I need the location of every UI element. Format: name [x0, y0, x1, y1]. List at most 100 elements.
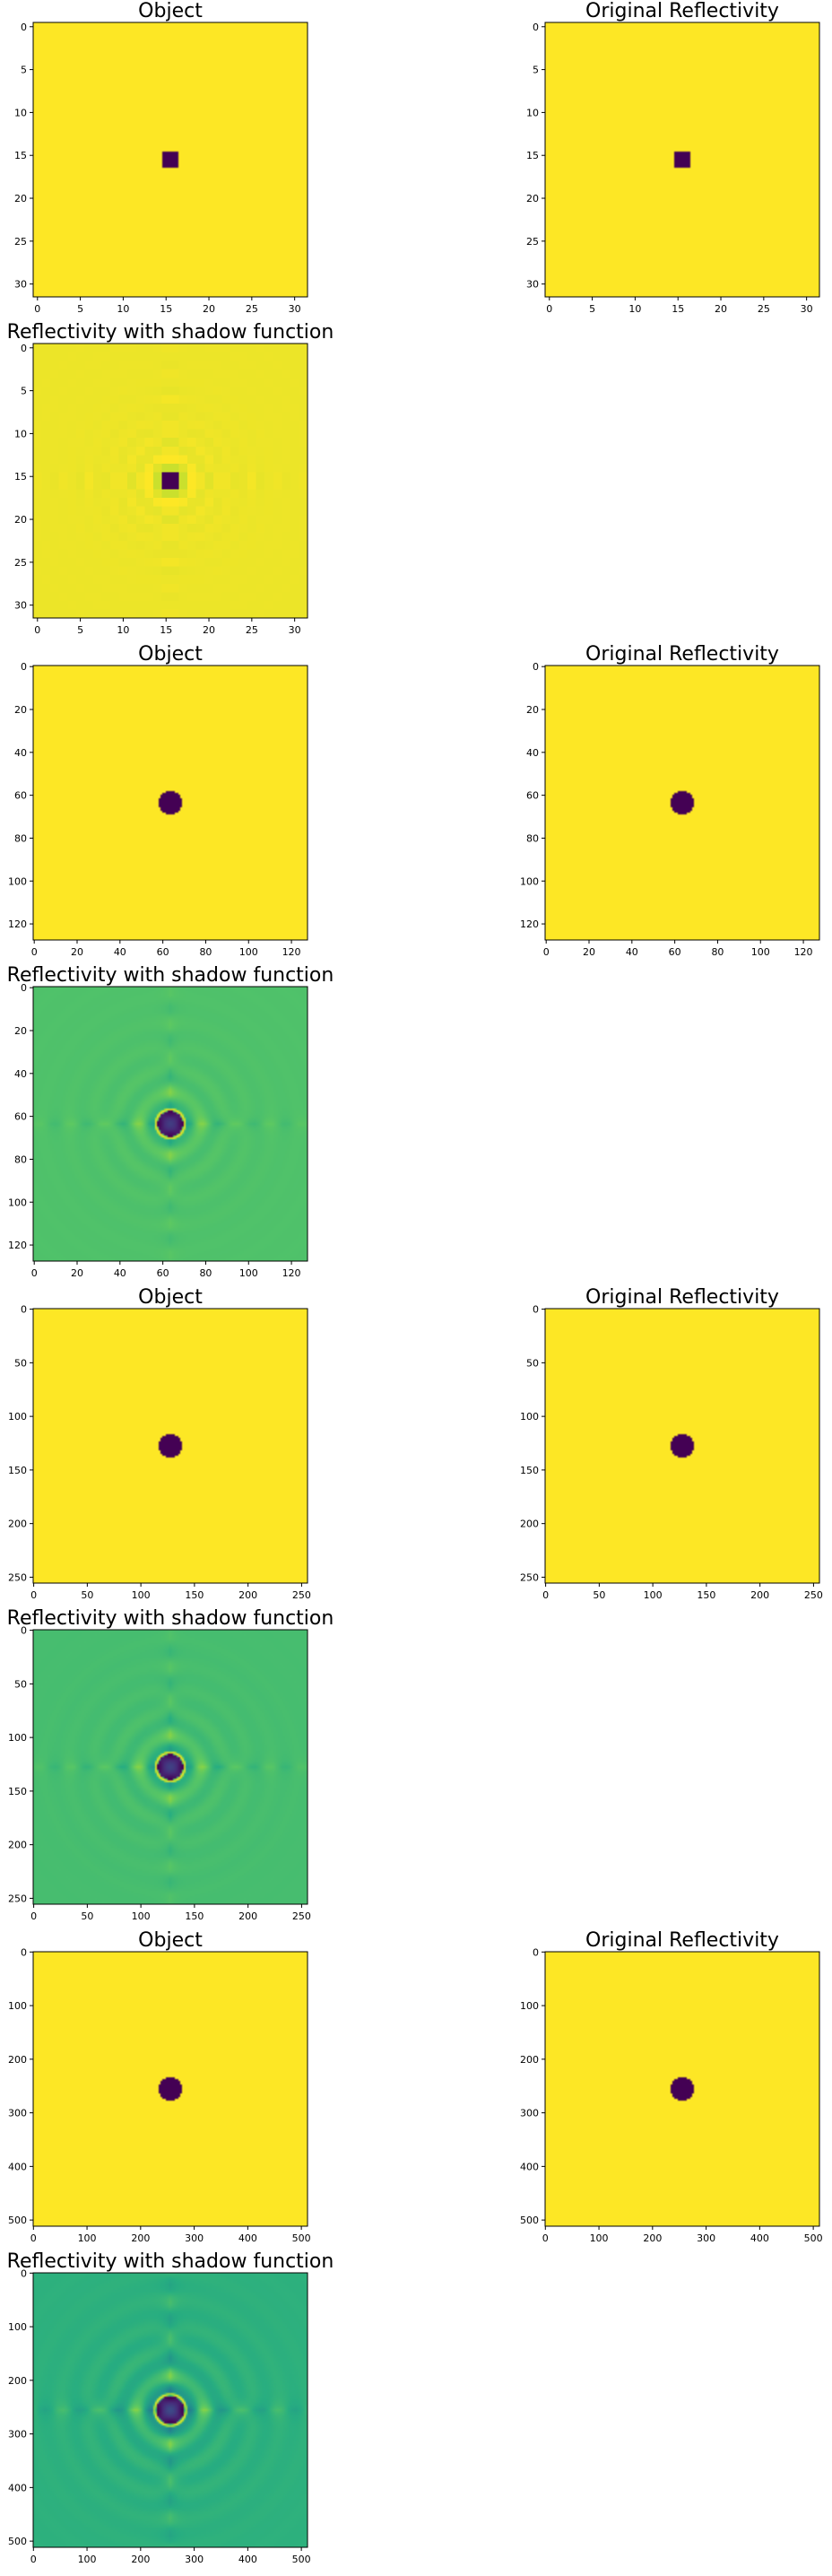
- y-tick-label: 200: [8, 1519, 27, 1530]
- y-tick-label: 300: [520, 2108, 539, 2119]
- y-tick-label: 150: [8, 1786, 27, 1797]
- y-tick-label: 0: [21, 661, 27, 673]
- x-tick-label: 300: [185, 2554, 204, 2565]
- x-tick-label: 20: [71, 1267, 83, 1279]
- panel-title: Object: [138, 0, 203, 22]
- panel-title: Original Reflectivity: [585, 0, 779, 22]
- y-tick-label: 0: [21, 1304, 27, 1316]
- axes-frame: [544, 665, 820, 941]
- axes-frame: [544, 22, 820, 298]
- panel-n32-original: Original Reflectivity 0 5 10 15 20 25 30 0 5 10 15 2…: [526, 0, 820, 315]
- y-tick-label: 40: [526, 747, 539, 759]
- y-tick-label: 500: [8, 2215, 27, 2226]
- y-tick-label: 5: [21, 65, 27, 76]
- y-tick-label: 50: [526, 1357, 539, 1369]
- x-tick-label: 500: [292, 2232, 311, 2244]
- x-tick-label: 40: [114, 1267, 126, 1279]
- y-tick-label: 10: [14, 107, 27, 118]
- y-tick-label: 5: [533, 65, 539, 76]
- y-tick-label: 100: [8, 1732, 27, 1744]
- x-tick-label: 60: [157, 946, 169, 958]
- y-tick-label: 100: [8, 875, 27, 887]
- y-tick-label: 400: [8, 2482, 27, 2493]
- x-tick-label: 15: [160, 303, 172, 315]
- panel-title: Original Reflectivity: [585, 1929, 779, 1952]
- x-tick-label: 0: [542, 1589, 549, 1601]
- y-tick-label: 200: [8, 1840, 27, 1851]
- x-tick-label: 0: [30, 2554, 37, 2565]
- y-tick-label: 500: [520, 2215, 539, 2226]
- x-tick-label: 0: [31, 1267, 38, 1279]
- x-tick-label: 10: [117, 303, 129, 315]
- x-tick-label: 120: [794, 946, 813, 958]
- y-tick-label: 50: [14, 1678, 27, 1690]
- x-tick-label: 60: [157, 1267, 169, 1279]
- y-tick-label: 5: [21, 386, 27, 397]
- x-tick-label: 60: [669, 946, 681, 958]
- axes-frame: [544, 1308, 820, 1584]
- x-tick-label: 400: [238, 2554, 257, 2565]
- y-tick-label: 80: [526, 832, 539, 844]
- x-tick-label: 0: [34, 624, 40, 636]
- x-tick-label: 10: [117, 624, 129, 636]
- y-tick-label: 100: [520, 875, 539, 887]
- x-tick-label: 15: [672, 303, 684, 315]
- y-tick-label: 100: [520, 2000, 539, 2012]
- x-tick-label: 250: [292, 1910, 311, 1922]
- y-tick-label: 50: [14, 1357, 27, 1369]
- axes-frame: [32, 343, 308, 619]
- panel-title: Object: [138, 1286, 203, 1309]
- y-tick-label: 250: [8, 1893, 27, 1904]
- panel-title: Original Reflectivity: [585, 643, 779, 666]
- heatmap-image: [33, 1952, 308, 2226]
- y-tick-label: 0: [21, 2267, 27, 2279]
- x-tick-label: 50: [593, 1589, 605, 1601]
- x-tick-label: 0: [30, 1910, 37, 1922]
- y-tick-label: 20: [14, 514, 27, 526]
- y-tick-label: 60: [526, 790, 539, 802]
- x-tick-label: 0: [31, 946, 38, 958]
- y-tick-label: 40: [14, 747, 27, 759]
- x-tick-label: 150: [185, 1910, 204, 1922]
- y-tick-label: 20: [14, 193, 27, 205]
- panel-n32-object: Object 0 5 10 15 20 25 30 0 5 10 15 20 25 30: [14, 0, 308, 315]
- y-tick-label: 30: [14, 279, 27, 291]
- y-tick-label: 0: [533, 1304, 539, 1316]
- heatmap-image: [545, 666, 819, 940]
- x-tick-label: 50: [81, 1589, 93, 1601]
- x-tick-label: 0: [30, 2232, 37, 2244]
- x-tick-label: 5: [77, 624, 83, 636]
- panel-title: Original Reflectivity: [585, 1286, 779, 1309]
- x-tick-label: 80: [199, 946, 212, 958]
- x-tick-label: 20: [715, 303, 727, 315]
- x-tick-label: 0: [542, 2232, 549, 2244]
- y-tick-label: 200: [520, 2054, 539, 2066]
- x-tick-label: 200: [643, 2232, 662, 2244]
- y-tick-label: 0: [21, 1946, 27, 1958]
- y-tick-label: 250: [520, 1571, 539, 1583]
- x-tick-label: 100: [644, 1589, 663, 1601]
- panel-n128-original: Original Reflectivity 0 20 40 60 80 100 120 0 20 4…: [520, 643, 820, 958]
- y-tick-label: 300: [8, 2108, 27, 2119]
- y-tick-label: 120: [8, 918, 27, 930]
- axes-frame: [32, 2272, 308, 2548]
- x-tick-label: 0: [30, 1589, 37, 1601]
- x-tick-label: 20: [203, 624, 215, 636]
- y-tick-label: 150: [8, 1465, 27, 1476]
- x-tick-label: 500: [804, 2232, 823, 2244]
- y-tick-label: 500: [8, 2536, 27, 2547]
- y-tick-label: 120: [520, 918, 539, 930]
- x-tick-label: 120: [282, 946, 301, 958]
- y-tick-label: 60: [14, 1111, 27, 1123]
- x-tick-label: 5: [77, 303, 83, 315]
- y-tick-label: 100: [8, 1197, 27, 1208]
- axes-frame: [32, 665, 308, 941]
- x-tick-label: 40: [626, 946, 638, 958]
